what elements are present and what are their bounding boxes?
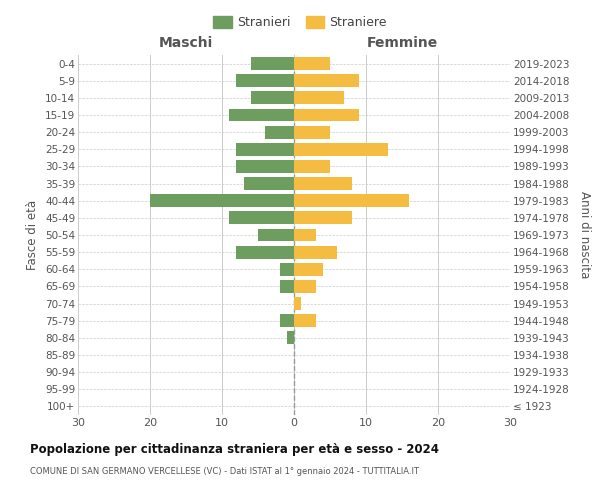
Bar <box>287 332 294 344</box>
Bar <box>294 74 359 87</box>
Bar <box>236 160 294 173</box>
Y-axis label: Fasce di età: Fasce di età <box>26 200 40 270</box>
Legend: Stranieri, Straniere: Stranieri, Straniere <box>208 11 392 34</box>
Bar <box>280 280 294 293</box>
Bar <box>294 108 359 122</box>
Bar <box>258 228 294 241</box>
Text: Popolazione per cittadinanza straniera per età e sesso - 2024: Popolazione per cittadinanza straniera p… <box>30 442 439 456</box>
Bar <box>229 108 294 122</box>
Bar <box>294 143 388 156</box>
Bar <box>236 143 294 156</box>
Bar <box>265 126 294 138</box>
Bar <box>294 177 352 190</box>
Bar <box>294 228 316 241</box>
Text: Maschi: Maschi <box>159 36 213 50</box>
Text: COMUNE DI SAN GERMANO VERCELLESE (VC) - Dati ISTAT al 1° gennaio 2024 - TUTTITAL: COMUNE DI SAN GERMANO VERCELLESE (VC) - … <box>30 468 419 476</box>
Bar <box>294 92 344 104</box>
Bar <box>236 74 294 87</box>
Text: Femmine: Femmine <box>367 36 437 50</box>
Bar <box>244 177 294 190</box>
Bar <box>251 57 294 70</box>
Bar <box>229 212 294 224</box>
Bar <box>150 194 294 207</box>
Bar <box>294 126 330 138</box>
Bar <box>294 246 337 258</box>
Bar <box>280 314 294 327</box>
Bar <box>294 314 316 327</box>
Bar <box>294 297 301 310</box>
Bar <box>236 246 294 258</box>
Bar <box>294 280 316 293</box>
Bar <box>251 92 294 104</box>
Bar <box>294 212 352 224</box>
Bar <box>294 57 330 70</box>
Bar <box>294 263 323 276</box>
Bar <box>294 194 409 207</box>
Y-axis label: Anni di nascita: Anni di nascita <box>578 192 591 278</box>
Bar <box>280 263 294 276</box>
Bar <box>294 160 330 173</box>
